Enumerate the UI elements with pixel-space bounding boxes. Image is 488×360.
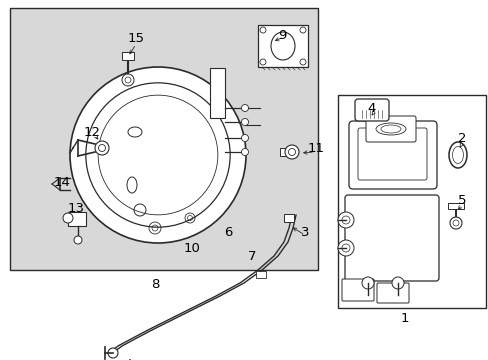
- Bar: [258, 25, 307, 67]
- Text: 3: 3: [300, 225, 308, 239]
- Circle shape: [63, 213, 73, 223]
- Text: 12: 12: [83, 126, 101, 139]
- Bar: [209, 68, 224, 118]
- Bar: [10, 8, 317, 270]
- Circle shape: [241, 149, 248, 156]
- FancyBboxPatch shape: [345, 195, 438, 281]
- Bar: [284, 214, 293, 222]
- FancyBboxPatch shape: [376, 283, 408, 303]
- Bar: [68, 212, 86, 226]
- Text: 4: 4: [367, 102, 375, 114]
- Bar: [337, 95, 485, 308]
- Text: 8: 8: [150, 279, 159, 292]
- Bar: [256, 271, 265, 278]
- Circle shape: [391, 277, 403, 289]
- Text: 10: 10: [183, 242, 200, 255]
- Circle shape: [337, 240, 353, 256]
- Bar: [280, 148, 291, 156]
- Circle shape: [337, 212, 353, 228]
- FancyBboxPatch shape: [348, 121, 436, 189]
- Bar: [447, 203, 463, 209]
- FancyBboxPatch shape: [365, 116, 415, 142]
- Text: 2: 2: [457, 131, 465, 144]
- Circle shape: [70, 67, 245, 243]
- Text: 13: 13: [67, 202, 84, 215]
- Circle shape: [241, 118, 248, 126]
- Text: 1: 1: [400, 311, 408, 324]
- Circle shape: [361, 277, 373, 289]
- FancyBboxPatch shape: [354, 99, 388, 121]
- Text: 15: 15: [127, 32, 144, 45]
- Circle shape: [285, 145, 298, 159]
- Circle shape: [74, 236, 82, 244]
- Text: 7: 7: [247, 249, 256, 262]
- Circle shape: [95, 141, 109, 155]
- Text: 9: 9: [277, 28, 285, 41]
- Bar: [122, 52, 134, 60]
- Text: 11: 11: [307, 141, 324, 154]
- Circle shape: [108, 348, 118, 358]
- Circle shape: [449, 217, 461, 229]
- Text: 5: 5: [457, 194, 465, 207]
- Text: 14: 14: [54, 176, 70, 189]
- Circle shape: [122, 74, 134, 86]
- Circle shape: [241, 104, 248, 112]
- Text: 6: 6: [224, 225, 232, 239]
- FancyBboxPatch shape: [341, 279, 373, 301]
- Circle shape: [241, 135, 248, 141]
